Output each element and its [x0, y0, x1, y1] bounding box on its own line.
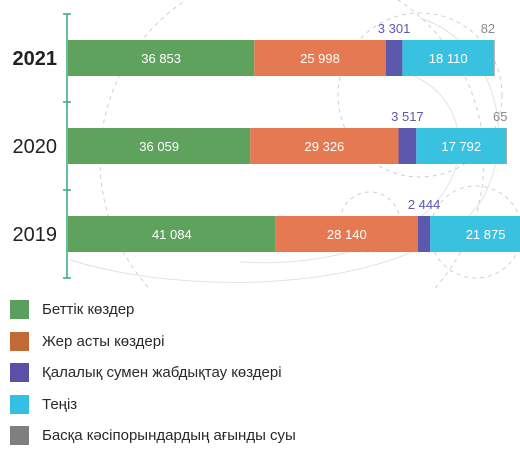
value-label-surface-2020: 36 059 — [139, 139, 179, 154]
bar-city-2021 — [386, 40, 403, 76]
value-label-city-2020: 3 517 — [391, 109, 424, 124]
legend-label-other-enterprises-wastewater: Басқа кәсіпорындардың ағынды суы — [42, 427, 296, 444]
legend-swatch-groundwater-sources — [10, 332, 29, 351]
bar-other-2021 — [494, 40, 495, 76]
legend-label-city-water-supply: Қалалық сумен жабдықтау көздері — [42, 364, 282, 381]
category-label-2020: 2020 — [13, 136, 58, 158]
legend-item-city-water-supply: Қалалық сумен жабдықтау көздері — [10, 361, 510, 384]
legend-swatch-sea — [10, 395, 29, 414]
legend-swatch-surface-sources — [10, 300, 29, 319]
bar-city-2020 — [399, 128, 417, 164]
legend-label-surface-sources: Беттік көздер — [42, 301, 134, 318]
value-label-sea-2020: 17 792 — [441, 139, 481, 154]
category-label-2019: 2019 — [13, 224, 58, 246]
chart-legend: Беттік көздер Жер асты көздері Қалалық с… — [10, 298, 510, 456]
legend-item-groundwater-sources: Жер асты көздері — [10, 330, 510, 353]
legend-swatch-city-water-supply — [10, 363, 29, 382]
value-label-city-2021: 3 301 — [378, 21, 411, 36]
value-label-city-2019: 2 444 — [408, 197, 441, 212]
value-label-ground-2020: 29 326 — [305, 139, 345, 154]
legend-label-sea: Теңіз — [42, 396, 77, 413]
bar-other-2020 — [506, 128, 507, 164]
value-label-surface-2019: 41 084 — [152, 227, 192, 242]
legend-label-groundwater-sources: Жер асты көздері — [42, 333, 164, 350]
value-label-other-2020: 65 — [493, 109, 507, 124]
category-label-2021: 2021 — [13, 48, 58, 70]
value-label-surface-2021: 36 853 — [141, 51, 181, 66]
bar-city-2019 — [418, 216, 430, 252]
value-label-other-2021: 82 — [481, 21, 495, 36]
legend-swatch-other-enterprises-wastewater — [10, 426, 29, 445]
legend-item-sea: Теңіз — [10, 393, 510, 416]
value-label-sea-2021: 18 110 — [429, 51, 468, 66]
value-label-sea-2019: 21 875 — [466, 227, 506, 242]
value-label-ground-2021: 25 998 — [300, 51, 340, 66]
legend-item-other-enterprises-wastewater: Басқа кәсіпорындардың ағынды суы — [10, 424, 510, 447]
legend-item-surface-sources: Беттік көздер — [10, 298, 510, 321]
value-label-ground-2019: 28 140 — [327, 227, 367, 242]
stacked-bar-chart: 2021 36 853 25 998 18 110 3 301 82 2020 36 059 2… — [0, 0, 520, 290]
